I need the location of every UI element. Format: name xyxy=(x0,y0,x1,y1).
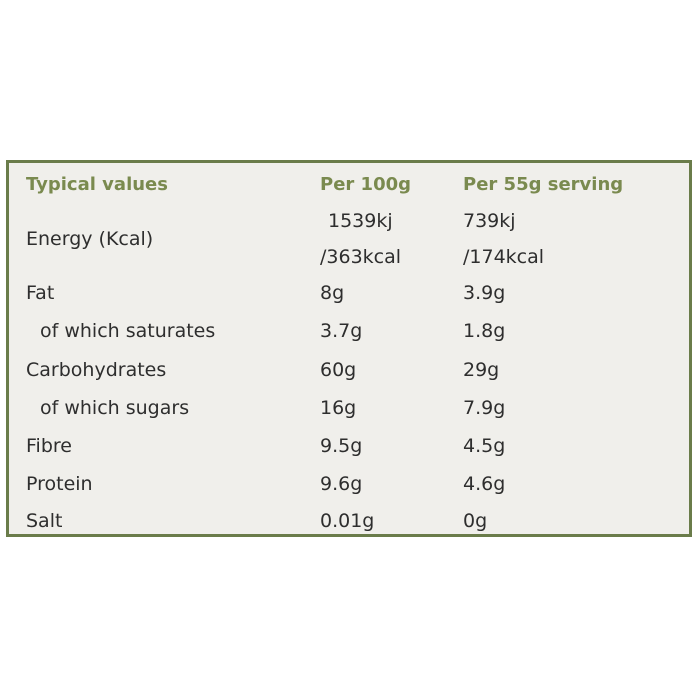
row-per-100g: 0.01g xyxy=(320,510,375,532)
row-label: Salt xyxy=(26,510,63,532)
row-per-100g: 9.6g xyxy=(320,473,363,495)
header-typical-values: Typical values xyxy=(26,173,168,195)
energy-per-100g: 1539kj /363kcal xyxy=(320,201,401,277)
row-per-serving: 4.5g xyxy=(463,435,506,457)
row-label: Fat xyxy=(26,282,55,304)
row-label: of which saturates xyxy=(40,320,216,342)
table-row-protein: Protein 9.6g 4.6g xyxy=(9,465,689,503)
row-label: Fibre xyxy=(26,435,72,457)
energy-per-serving-kj: 739kj xyxy=(463,210,516,232)
table-row-fat: Fat 8g 3.9g xyxy=(9,274,689,312)
row-label: of which sugars xyxy=(40,397,190,419)
row-per-100g: 9.5g xyxy=(320,435,363,457)
row-per-serving: 1.8g xyxy=(463,320,506,342)
row-per-serving: 4.6g xyxy=(463,473,506,495)
energy-per-100g-kj: 1539kj xyxy=(328,210,393,232)
table-row-fibre: Fibre 9.5g 4.5g xyxy=(9,427,689,465)
table-row-sugars: of which sugars 16g 7.9g xyxy=(9,389,689,427)
table-row-carbohydrates: Carbohydrates 60g 29g xyxy=(9,351,689,389)
table-row-saturates: of which saturates 3.7g 1.8g xyxy=(9,312,689,350)
row-per-serving: 0g xyxy=(463,510,488,532)
header-per-100g: Per 100g xyxy=(320,173,412,195)
table-row-salt: Salt 0.01g 0g xyxy=(9,502,689,540)
nutrition-table: Typical values Per 100g Per 55g serving … xyxy=(6,160,692,537)
row-per-100g: 60g xyxy=(320,359,357,381)
energy-per-serving: 739kj /174kcal xyxy=(463,201,544,277)
row-per-100g: 3.7g xyxy=(320,320,363,342)
row-per-serving: 29g xyxy=(463,359,500,381)
header-per-serving: Per 55g serving xyxy=(463,173,624,195)
row-per-100g: 16g xyxy=(320,397,357,419)
table-header-row: Typical values Per 100g Per 55g serving xyxy=(9,165,689,203)
row-per-serving: 3.9g xyxy=(463,282,506,304)
row-label: Carbohydrates xyxy=(26,359,167,381)
energy-per-100g-kcal: /363kcal xyxy=(320,246,402,268)
row-label: Protein xyxy=(26,473,93,495)
row-per-serving: 7.9g xyxy=(463,397,506,419)
energy-per-serving-kcal: /174kcal xyxy=(463,246,545,268)
row-per-100g: 8g xyxy=(320,282,345,304)
energy-label: Energy (Kcal) xyxy=(26,228,154,250)
energy-row: Energy (Kcal) 1539kj /363kcal 739kj /174… xyxy=(9,201,689,277)
